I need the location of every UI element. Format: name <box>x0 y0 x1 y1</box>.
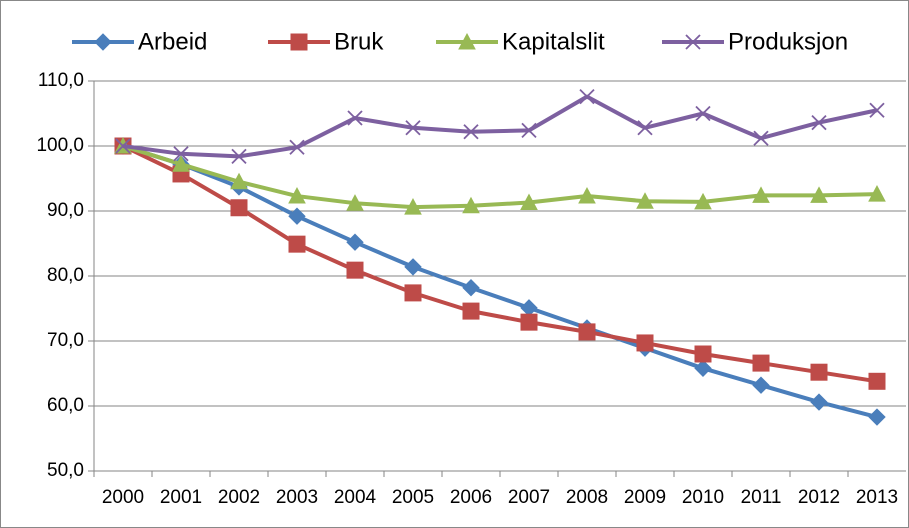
series-line <box>122 144 878 384</box>
data-point <box>752 376 770 394</box>
x-tick-label: 2010 <box>682 487 724 508</box>
y-tick-label: 90,0 <box>47 200 84 221</box>
data-point <box>811 114 827 131</box>
data-point <box>578 323 596 341</box>
x-tick-label: 2009 <box>624 487 666 508</box>
data-point <box>636 192 654 209</box>
data-point <box>231 148 247 165</box>
data-point <box>752 186 770 203</box>
x-tick-label: 2001 <box>160 487 202 508</box>
data-point <box>810 186 828 203</box>
data-point <box>462 302 480 320</box>
data-point <box>520 313 538 331</box>
data-point <box>868 372 886 390</box>
data-point <box>753 130 769 146</box>
data-point <box>230 172 248 190</box>
data-point <box>404 258 422 276</box>
y-tick-label: 60,0 <box>47 395 84 416</box>
x-tick-label: 2013 <box>856 487 898 508</box>
data-point <box>694 192 712 210</box>
legend-marker <box>94 33 112 51</box>
data-point <box>405 120 421 136</box>
data-point <box>579 88 595 105</box>
legend-marker <box>458 32 476 50</box>
x-tick-label: 2004 <box>334 487 377 508</box>
data-point <box>868 185 886 202</box>
data-point <box>230 199 248 217</box>
data-point <box>868 408 886 426</box>
x-tick-label: 2002 <box>218 487 260 508</box>
y-tick-label: 50,0 <box>47 460 84 481</box>
legend-label: Arbeid <box>138 28 207 55</box>
data-point <box>462 278 480 297</box>
legend-label: Bruk <box>334 28 384 55</box>
x-tick-label: 2012 <box>798 487 840 508</box>
data-point <box>346 261 364 279</box>
data-point <box>347 110 363 126</box>
x-tick-label: 2011 <box>741 487 782 508</box>
legend-marker <box>685 34 701 50</box>
data-point <box>463 124 479 140</box>
data-point <box>462 196 480 214</box>
data-point <box>289 139 305 155</box>
data-point <box>694 345 712 363</box>
data-point <box>346 233 364 251</box>
legend: Arbeid Bruk Kapitalslit Produksjon <box>72 28 848 55</box>
legend-marker <box>290 33 308 51</box>
data-point <box>637 120 653 136</box>
y-tick-label: 110,0 <box>38 70 84 91</box>
data-point <box>404 284 422 302</box>
data-point <box>752 354 770 372</box>
x-tick-label: 2008 <box>566 487 608 508</box>
y-tick-label: 100,0 <box>36 135 84 156</box>
y-tick-label: 80,0 <box>47 265 84 286</box>
x-tick-label: 2000 <box>102 487 144 508</box>
data-point <box>695 105 711 122</box>
data-point <box>115 138 131 154</box>
data-point <box>173 146 189 162</box>
series-line <box>122 144 878 210</box>
data-point <box>288 186 306 204</box>
data-point <box>346 194 364 211</box>
legend-label: Produksjon <box>728 28 848 55</box>
series-line <box>122 94 878 159</box>
data-point <box>810 393 828 411</box>
data-point <box>521 122 537 139</box>
series-line <box>122 144 878 419</box>
data-point <box>810 363 828 381</box>
data-point <box>520 193 538 211</box>
data-point <box>694 359 712 378</box>
x-tick-label: 2007 <box>508 487 550 508</box>
data-point <box>636 334 654 352</box>
data-point <box>172 155 190 172</box>
data-point <box>578 186 596 204</box>
data-point <box>404 198 422 215</box>
x-tick-label: 2006 <box>450 487 492 508</box>
data-point <box>288 235 306 253</box>
x-tick-label: 2003 <box>276 487 318 508</box>
legend-label: Kapitalslit <box>502 28 605 55</box>
data-point <box>869 102 885 118</box>
y-tick-label: 70,0 <box>47 330 84 351</box>
data-point <box>288 207 306 225</box>
x-tick-label: 2005 <box>392 487 434 508</box>
